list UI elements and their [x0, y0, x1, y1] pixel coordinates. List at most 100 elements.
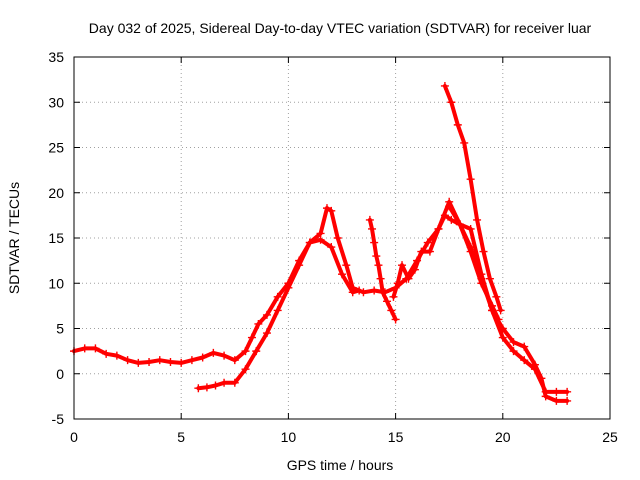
- data-point: [378, 288, 387, 297]
- data-point: [537, 374, 546, 383]
- data-point: [509, 338, 518, 347]
- data-point: [455, 220, 464, 229]
- chart-title: Day 032 of 2025, Sidereal Day-to-day VTE…: [89, 20, 592, 36]
- data-point: [262, 329, 271, 338]
- data-point: [434, 224, 443, 233]
- data-point: [445, 202, 454, 211]
- data-point: [134, 358, 143, 367]
- data-point: [123, 356, 132, 365]
- data-point: [398, 261, 407, 270]
- x-tick-label: 0: [70, 429, 78, 445]
- data-point: [230, 356, 239, 365]
- data-point: [425, 247, 434, 256]
- data-point: [383, 297, 392, 306]
- data-point: [252, 347, 261, 356]
- data-point: [327, 243, 336, 252]
- y-tick-label: 10: [48, 275, 64, 291]
- data-point: [492, 292, 501, 301]
- data-point: [417, 247, 426, 256]
- data-point: [220, 378, 229, 387]
- data-point: [479, 247, 488, 256]
- data-point: [112, 351, 121, 360]
- data-point: [342, 261, 351, 270]
- data-point: [374, 261, 383, 270]
- data-point: [370, 286, 379, 295]
- data-point: [102, 349, 111, 358]
- data-point: [563, 396, 572, 405]
- y-tick-label: 5: [56, 321, 64, 337]
- data-point: [359, 288, 368, 297]
- data-point: [230, 378, 239, 387]
- y-tick-label: -5: [52, 411, 65, 427]
- data-point: [447, 215, 456, 224]
- data-point: [440, 81, 449, 90]
- data-point: [211, 381, 220, 390]
- y-tick-label: 25: [48, 140, 64, 156]
- data-point: [447, 98, 456, 107]
- data-point: [552, 396, 561, 405]
- data-point: [372, 252, 381, 261]
- data-point: [187, 356, 196, 365]
- x-axis-label: GPS time / hours: [287, 457, 394, 473]
- x-tick-label: 25: [602, 429, 618, 445]
- data-point: [460, 138, 469, 147]
- data-point: [466, 175, 475, 184]
- series-sat-evening-high: [440, 81, 505, 315]
- data-point: [376, 274, 385, 283]
- y-tick-label: 20: [48, 185, 64, 201]
- data-point: [166, 357, 175, 366]
- data-point: [552, 387, 561, 396]
- y-tick-label: 35: [48, 49, 64, 65]
- data-point: [391, 315, 400, 324]
- data-point: [485, 274, 494, 283]
- data-point: [273, 292, 282, 301]
- series-line: [442, 84, 503, 313]
- series-sat-late: [445, 202, 572, 405]
- series-line: [196, 237, 362, 391]
- data-point: [393, 279, 402, 288]
- x-tick-label: 20: [495, 429, 511, 445]
- data-point: [520, 342, 529, 351]
- data-point: [488, 306, 497, 315]
- data-series: [70, 81, 572, 405]
- series-line: [367, 217, 398, 322]
- data-point: [477, 270, 486, 279]
- data-point: [273, 306, 282, 315]
- data-point: [563, 387, 572, 396]
- data-point: [322, 204, 331, 213]
- data-point: [198, 353, 207, 362]
- data-point: [333, 234, 342, 242]
- data-point: [316, 235, 325, 244]
- series-line: [391, 199, 501, 322]
- data-point: [355, 286, 364, 295]
- data-point: [530, 360, 539, 369]
- data-point: [80, 344, 89, 353]
- data-point: [498, 324, 507, 333]
- data-point: [387, 306, 396, 315]
- data-point: [241, 365, 250, 374]
- data-point: [498, 333, 507, 342]
- data-point: [295, 261, 304, 270]
- axes: 0 5 10 15 20 25 -5 0 5 10 15 20 25 30 35: [48, 49, 618, 445]
- data-point: [348, 288, 357, 297]
- data-point: [327, 206, 336, 215]
- series-sat-spike-14h: [365, 215, 400, 324]
- data-point: [370, 238, 379, 247]
- data-point: [404, 274, 413, 283]
- data-point: [338, 270, 346, 279]
- y-axis-label: SDTVAR / TECUs: [6, 182, 22, 294]
- series-sat-mid-15h: [389, 197, 503, 324]
- data-point: [247, 333, 256, 342]
- data-point: [389, 292, 398, 301]
- data-point: [410, 265, 419, 274]
- y-tick-label: 0: [56, 366, 64, 382]
- data-point: [541, 392, 550, 401]
- data-point: [209, 348, 218, 357]
- data-point: [305, 238, 314, 247]
- data-point: [284, 283, 293, 292]
- data-point: [453, 120, 462, 129]
- grid: [74, 57, 610, 419]
- x-tick-label: 10: [281, 429, 297, 445]
- data-point: [368, 224, 377, 233]
- data-point: [194, 384, 203, 393]
